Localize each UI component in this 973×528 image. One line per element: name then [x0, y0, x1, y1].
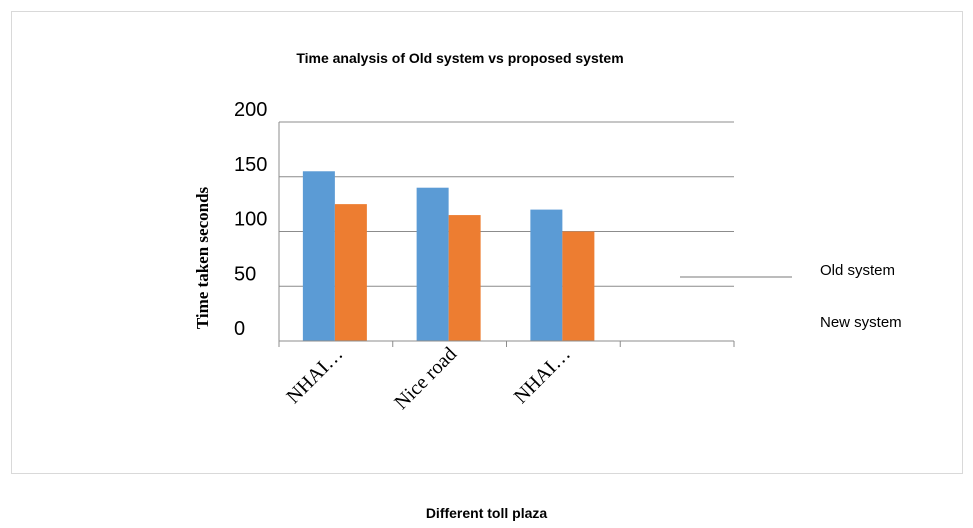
chart-title: Time analysis of Old system vs proposed …	[296, 50, 623, 66]
bar-old-system	[416, 187, 449, 341]
bar-old-system	[530, 209, 563, 341]
x-category-label: Nice road	[390, 343, 461, 414]
chart-frame	[11, 11, 963, 474]
bar-new-system	[334, 204, 367, 341]
legend-label-new-system: New system	[820, 314, 902, 331]
y-tick-label: 50	[234, 263, 256, 285]
x-category-label: NHAI…	[510, 343, 575, 408]
y-tick-label: 0	[234, 318, 245, 340]
bar-new-system	[562, 231, 595, 341]
y-tick-label: 150	[234, 154, 267, 176]
x-axis-title: Different toll plaza	[425, 505, 548, 521]
bar-new-system	[448, 215, 481, 341]
legend-label-old-system: Old system	[820, 262, 895, 279]
y-tick-label: 100	[234, 209, 267, 231]
y-tick-label: 200	[234, 99, 267, 121]
bar-old-system	[302, 171, 335, 341]
x-category-label: NHAI…	[282, 343, 347, 408]
y-axis-title: Time taken seconds	[193, 186, 212, 329]
